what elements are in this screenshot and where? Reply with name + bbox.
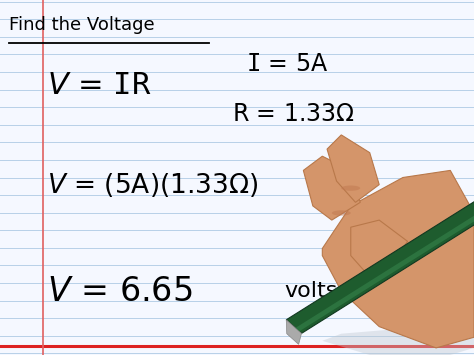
Text: $\mathit{V}$ = 6.65: $\mathit{V}$ = 6.65 <box>47 275 193 307</box>
Text: $\mathtt{I}$ = 5A: $\mathtt{I}$ = 5A <box>246 52 328 76</box>
Polygon shape <box>322 327 474 355</box>
Polygon shape <box>351 220 408 277</box>
Text: Find the Voltage: Find the Voltage <box>9 16 155 34</box>
Ellipse shape <box>341 185 360 191</box>
Polygon shape <box>286 320 301 344</box>
Text: volts: volts <box>284 281 338 301</box>
Polygon shape <box>295 202 474 331</box>
Ellipse shape <box>332 210 351 215</box>
Text: $\mathit{V}$ = $\mathtt{IR}$: $\mathit{V}$ = $\mathtt{IR}$ <box>47 71 152 100</box>
Polygon shape <box>286 194 474 333</box>
Polygon shape <box>322 170 474 348</box>
Polygon shape <box>327 135 379 202</box>
Text: R = 1.33$\Omega$: R = 1.33$\Omega$ <box>232 102 355 126</box>
Text: $\mathit{V}$ = (5A)(1.33$\Omega$): $\mathit{V}$ = (5A)(1.33$\Omega$) <box>47 171 259 198</box>
Polygon shape <box>303 156 360 220</box>
